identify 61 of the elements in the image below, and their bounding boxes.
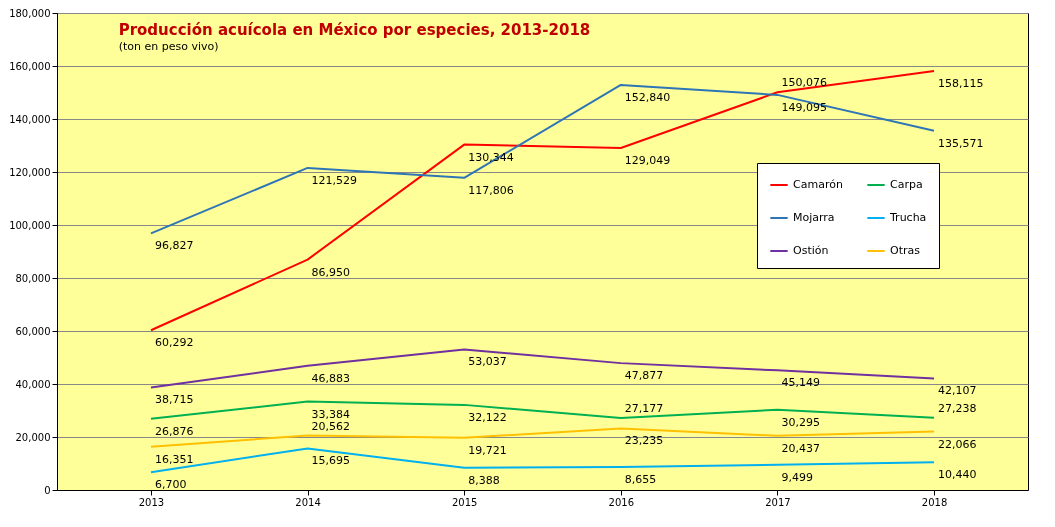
data-label: 8,388 <box>468 473 500 487</box>
y-tick-label: 60,000 <box>15 325 51 337</box>
x-tick-label: 2013 <box>138 496 165 508</box>
legend-label: Camarón <box>793 178 843 191</box>
data-label: 19,721 <box>468 443 507 457</box>
data-label: 121,529 <box>311 173 358 187</box>
data-label: 38,715 <box>154 393 194 407</box>
data-label: 129,049 <box>624 154 671 168</box>
data-label: 149,095 <box>781 100 827 114</box>
data-label: 152,840 <box>624 90 671 104</box>
y-tick-label: 40,000 <box>15 378 51 390</box>
data-label: 53,037 <box>468 355 507 369</box>
data-label: 46,883 <box>311 371 351 385</box>
data-label: 26,876 <box>154 424 194 438</box>
data-label: 60,292 <box>154 336 194 350</box>
data-label: 27,177 <box>624 401 664 415</box>
data-label: 45,149 <box>781 376 820 390</box>
x-tick-label: 2014 <box>295 496 321 508</box>
data-label: 10,440 <box>938 468 977 482</box>
legend-label: Trucha <box>889 211 927 224</box>
y-tick-label: 140,000 <box>9 113 51 125</box>
line-series <box>149 70 936 332</box>
y-tick-label: 180,000 <box>9 7 51 19</box>
y-tick-label: 0 <box>44 484 51 496</box>
data-label: 117,806 <box>468 183 514 197</box>
data-label: 33,384 <box>311 407 351 421</box>
y-tick-label: 120,000 <box>9 166 51 178</box>
data-label: 23,235 <box>624 434 664 448</box>
data-label: 16,351 <box>154 452 194 466</box>
legend-label: Carpa <box>890 178 923 191</box>
y-tick-label: 20,000 <box>15 431 51 443</box>
data-label: 30,295 <box>781 415 820 429</box>
data-label: 15,695 <box>311 454 351 468</box>
data-label: 47,877 <box>624 369 664 383</box>
legend-label: Otras <box>890 244 921 257</box>
y-tick-label: 100,000 <box>9 219 51 231</box>
x-tick-label: 2017 <box>765 496 791 508</box>
text: Producción acuícola en México por especies, 2013-2018 <box>118 21 591 39</box>
data-label: 8,655 <box>624 473 657 487</box>
data-label: 20,562 <box>311 419 351 433</box>
data-label: 9,499 <box>781 470 813 484</box>
x-tick-label: 2015 <box>451 496 478 508</box>
x-tick-label: 2018 <box>921 496 948 508</box>
data-label: 135,571 <box>938 136 984 150</box>
data-label: 32,122 <box>468 410 507 424</box>
legend-label: Ostión <box>793 244 829 257</box>
data-label: 96,827 <box>154 239 194 253</box>
y-tick-label: 160,000 <box>9 60 51 72</box>
data-label: 86,950 <box>311 265 351 279</box>
y-tick-label: 80,000 <box>15 272 51 284</box>
legend-label: Mojarra <box>793 211 835 224</box>
data-label: 150,076 <box>781 76 827 90</box>
data-label: 6,700 <box>154 478 187 492</box>
data-label: 27,238 <box>938 401 977 415</box>
data-label: 20,437 <box>781 441 820 455</box>
data-label: 42,107 <box>938 384 977 398</box>
x-tick-label: 2016 <box>608 496 635 508</box>
data-label: 22,066 <box>938 437 977 451</box>
text: (ton en peso vivo) <box>118 40 219 53</box>
line-series <box>149 348 936 389</box>
data-label: 158,115 <box>938 77 984 90</box>
